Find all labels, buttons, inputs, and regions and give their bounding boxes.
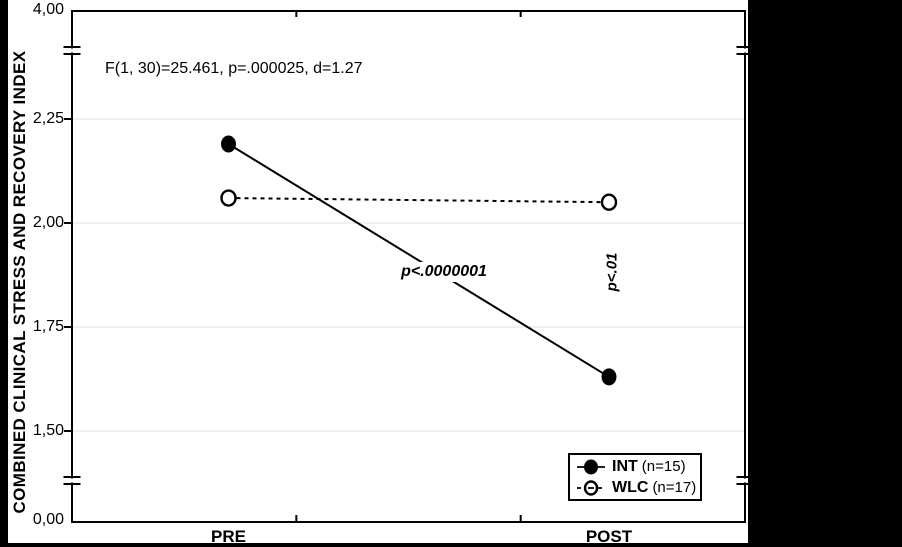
legend-series-name-wlc: WLC (612, 478, 649, 496)
stats-annotation: F(1, 30)=25.461, p=.000025, d=1.27 (105, 60, 363, 77)
data-point-wlc (220, 189, 237, 207)
series-line-int (227, 143, 610, 378)
y-tick-label: 2,00 (32, 214, 64, 231)
series-line-wlc (228, 197, 610, 204)
legend-item-wlc: WLC (n=17) (575, 477, 700, 498)
x-tick-label-post: POST (585, 527, 633, 546)
axis-break-gap (743, 48, 747, 53)
plot-frame (71, 10, 746, 523)
legend-label-int: INT (n=15) (612, 458, 686, 476)
data-point-wlc (600, 193, 618, 211)
legend-series-n-wlc: (n=17) (652, 478, 697, 496)
int-significance-label: p<.0000001 (397, 262, 491, 282)
legend: INT (n=15) WLC (n=17) (568, 453, 702, 501)
legend-series-n-int: (n=15) (641, 457, 686, 475)
chart-panel (8, 0, 748, 543)
data-point-int (601, 368, 617, 386)
axis-break-gap (743, 478, 747, 483)
y-tick-label: 2,25 (32, 110, 64, 127)
x-tick-label-pre: PRE (211, 527, 246, 546)
legend-series-name-int: INT (612, 457, 638, 475)
legend-label-wlc: WLC (n=17) (612, 479, 696, 497)
axis-break-gap (70, 478, 74, 483)
legend-item-int: INT (n=15) (575, 456, 700, 477)
y-tick-label: 0,00 (32, 511, 64, 528)
y-tick-label: 4,00 (32, 1, 64, 18)
y-tick-label: 1,50 (32, 422, 64, 439)
axis-break-gap (70, 48, 74, 53)
wlc-line-marker-icon (577, 479, 605, 496)
int-line-marker-icon (577, 459, 605, 474)
data-point-int (221, 135, 236, 153)
y-tick-label: 1,75 (32, 318, 64, 335)
wlc-significance-label: p<.01 (603, 252, 621, 292)
